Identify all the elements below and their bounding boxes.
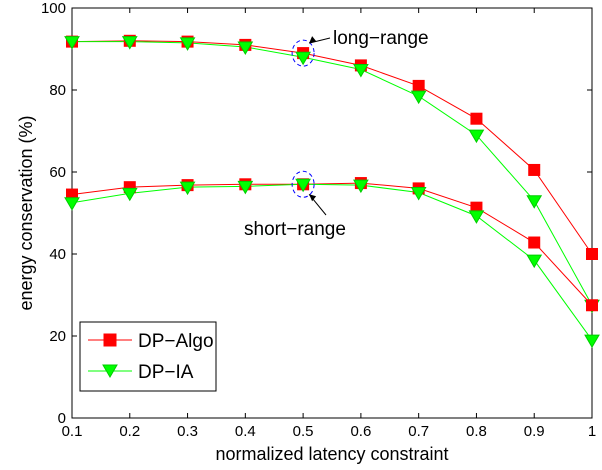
data-point-dp-ia [64,36,80,50]
x-tick-label: 0.5 [293,423,314,440]
data-point-dp-ia [179,181,196,196]
x-tick-label: 0.2 [119,423,140,440]
x-tick-label: 0.7 [408,423,429,440]
data-point-dp-ia [295,51,311,66]
data-point-dp-ia [179,37,196,51]
data-point-dp-algo [586,299,598,312]
data-point-dp-ia [237,41,254,55]
legend-label-dp-ia: DP−IA [138,362,194,383]
data-point-dp-algo [528,236,541,249]
y-tick-label: 40 [49,246,66,263]
long-range-highlight-ellipse [291,39,315,67]
legend-marker-dp-ia [102,364,118,378]
x-tick-label: 0.8 [466,423,487,440]
series-line-short-range-dp-algo [71,182,593,306]
data-point-dp-ia [468,210,485,224]
x-tick-label: 0.3 [177,423,198,440]
legend-box [79,321,217,392]
y-axis-label: energy conservation (%) [16,115,36,310]
legend-marker-dp-algo [103,333,117,347]
long-range-arrow [308,37,331,44]
data-point-dp-algo [586,248,598,260]
data-point-dp-ia [353,64,369,78]
data-point-dp-algo [412,79,425,92]
series-line-long-range-dp-ia [72,41,593,306]
data-point-dp-ia [64,197,80,211]
x-tick-label: 0.1 [62,423,83,440]
data-point-dp-ia [121,187,138,202]
series-lines [71,40,593,341]
data-point-dp-ia [410,187,427,201]
y-tick-label: 100 [41,0,66,17]
annotations: long−range short−range [244,28,429,240]
data-point-dp-ia [526,254,543,269]
data-point-dp-ia [526,195,543,209]
y-tick-label: 60 [49,164,66,181]
short-range-highlight-ellipse [291,170,315,198]
data-point-dp-ia [353,179,369,194]
data-point-dp-ia [410,90,427,105]
y-tick-label: 20 [49,328,66,345]
data-point-dp-algo [528,163,541,176]
x-tick-label: 0.6 [350,423,371,440]
x-tick-label: 0.4 [235,423,256,440]
series-line-long-range-dp-algo [71,40,593,255]
data-point-dp-algo [470,112,483,125]
data-point-dp-ia [121,36,138,50]
series-markers [64,34,600,349]
legend: DP−Algo DP−IA [79,321,217,392]
x-tick-label: 1 [588,423,596,440]
long-range-label: long−range [333,28,429,49]
x-tick-label: 0.9 [524,423,545,440]
data-point-dp-ia [295,178,311,193]
data-point-dp-ia [468,129,485,144]
axis-ticks: 0.1 0.2 0.3 0.4 0.5 0.6 0.7 0.8 0.9 1 0 20 40 60 80 100 [41,0,596,440]
long-range-arrowhead [309,36,317,44]
y-tick-label: 80 [49,82,66,99]
legend-label-dp-algo: DP−Algo [138,331,214,352]
series-line-short-range-dp-ia [71,183,593,341]
short-range-arrowhead [309,194,317,202]
short-range-label: short−range [244,219,346,240]
x-axis-label: normalized latency constraint [215,444,448,464]
data-point-dp-ia [237,180,254,195]
y-tick-label: 0 [58,410,66,427]
data-point-dp-ia [584,334,600,349]
